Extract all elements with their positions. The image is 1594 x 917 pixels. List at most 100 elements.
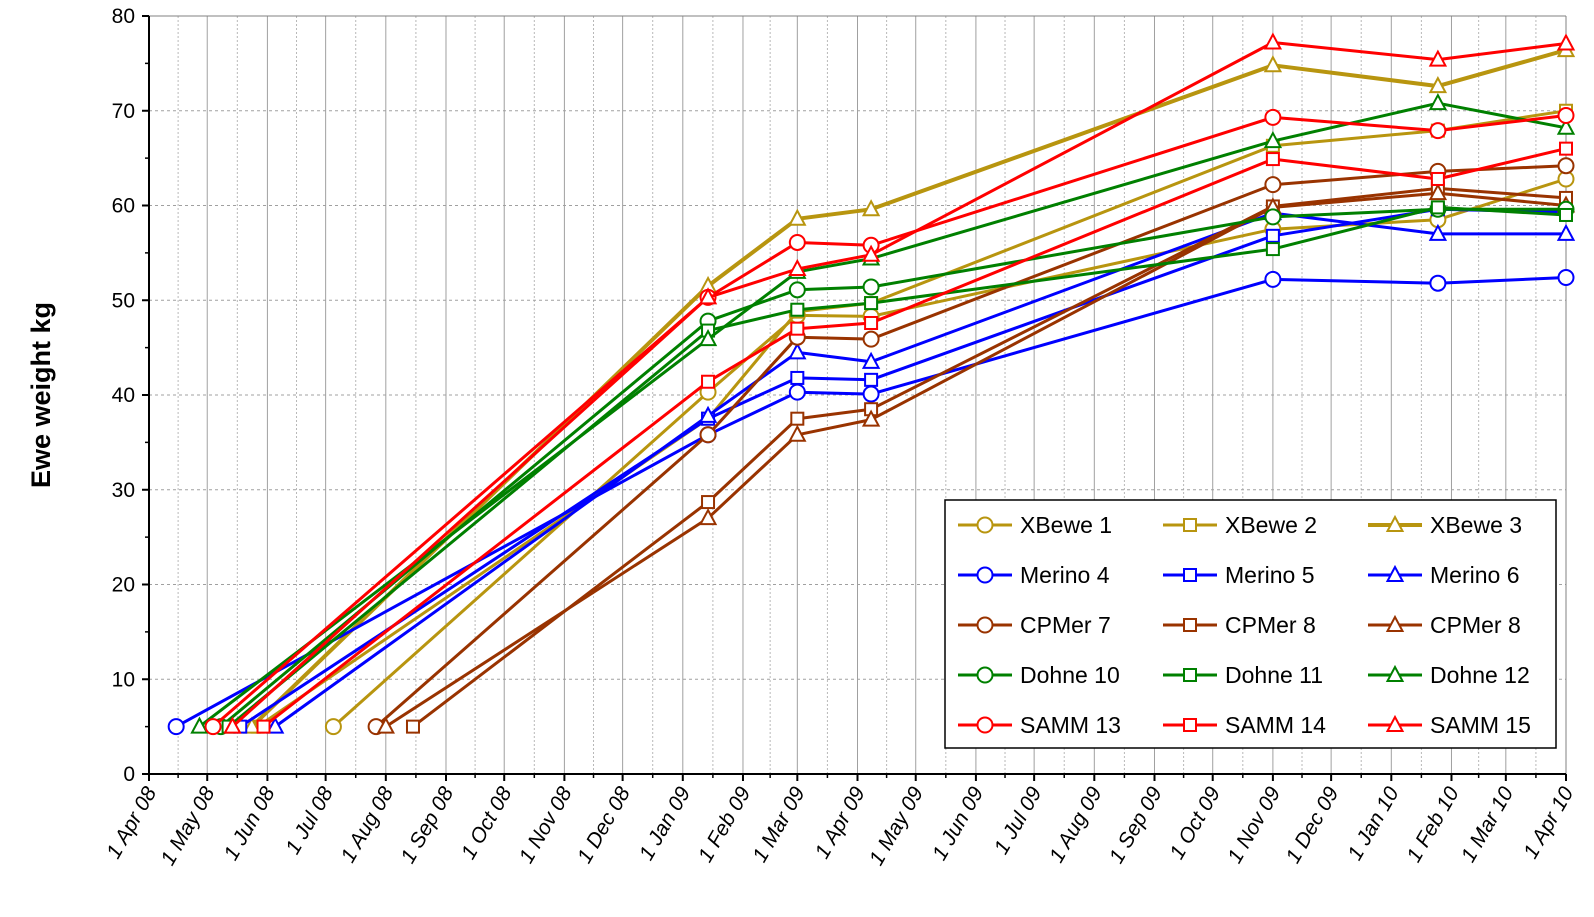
series-14 xyxy=(256,141,1573,734)
data-point xyxy=(862,385,880,403)
legend-item: CPMer 8 xyxy=(1163,612,1316,638)
series-3 xyxy=(242,39,1576,734)
legend-label: Dohne 11 xyxy=(1225,662,1323,688)
legend-item: Merino 4 xyxy=(958,562,1110,588)
data-point xyxy=(167,718,185,736)
data-point xyxy=(1559,207,1573,222)
data-point xyxy=(1265,242,1280,257)
legend-marker xyxy=(976,566,994,584)
legend-marker xyxy=(976,516,994,534)
legend-item: SAMM 15 xyxy=(1368,712,1531,738)
legend-label: XBewe 2 xyxy=(1225,512,1317,538)
y-tick-label: 60 xyxy=(112,195,135,218)
data-point xyxy=(861,351,881,369)
x-tick-label: 1 Aug 08 xyxy=(337,783,399,867)
legend-label: SAMM 13 xyxy=(1020,712,1121,738)
legend-marker xyxy=(1385,714,1405,732)
y-tick-label: 20 xyxy=(112,574,135,597)
data-point xyxy=(861,199,881,217)
y-axis-title: Ewe weight kg xyxy=(26,302,56,488)
x-tick-label: 1 Jun 08 xyxy=(220,783,280,865)
x-tick-label: 1 Oct 09 xyxy=(1165,783,1225,864)
data-point xyxy=(1430,200,1445,215)
legend-marker xyxy=(1385,514,1405,532)
data-point xyxy=(1264,270,1282,288)
data-point xyxy=(1264,208,1282,226)
data-point xyxy=(788,258,807,276)
x-tick-label: 1 Jan 10 xyxy=(1343,783,1403,865)
data-point xyxy=(864,296,879,311)
data-point xyxy=(256,719,271,734)
x-tick-label: 1 Apr 09 xyxy=(811,783,870,863)
legend-label: Merino 6 xyxy=(1430,562,1519,588)
legend-marker xyxy=(1385,564,1405,582)
y-tick-label: 50 xyxy=(112,289,135,312)
legend-item: Dohne 10 xyxy=(958,662,1120,688)
y-tick-label: 80 xyxy=(112,5,135,28)
x-tick-label: 1 May 08 xyxy=(156,783,219,870)
legend-label: XBewe 1 xyxy=(1020,512,1112,538)
legend-label: SAMM 14 xyxy=(1225,712,1326,738)
data-point xyxy=(790,321,805,336)
x-tick-label: 1 Nov 08 xyxy=(515,783,577,868)
data-point xyxy=(698,405,718,423)
data-point xyxy=(1263,32,1283,50)
legend-label: CPMer 8 xyxy=(1225,612,1316,638)
data-point xyxy=(376,716,395,734)
legend-label: CPMer 8 xyxy=(1430,612,1521,638)
y-tick-label: 30 xyxy=(112,479,135,502)
data-point xyxy=(698,508,718,526)
data-point xyxy=(1265,228,1280,243)
x-tick-label: 1 Dec 09 xyxy=(1282,783,1344,868)
legend-item: CPMer 7 xyxy=(958,612,1111,638)
series-15 xyxy=(223,32,1576,734)
x-tick-label: 1 Oct 08 xyxy=(457,783,517,864)
data-point xyxy=(1428,75,1448,94)
data-point xyxy=(1263,130,1283,149)
x-tick-label: 1 Jan 09 xyxy=(635,783,695,865)
data-point xyxy=(861,244,881,262)
data-point xyxy=(788,281,806,299)
legend-label: Dohne 12 xyxy=(1430,662,1530,688)
legend-item: SAMM 14 xyxy=(1163,712,1326,738)
legend-marker xyxy=(1183,718,1197,732)
data-point xyxy=(701,374,716,389)
legend-item: Dohne 12 xyxy=(1368,662,1530,688)
data-point xyxy=(1263,55,1283,73)
legend-item: XBewe 3 xyxy=(1368,512,1522,538)
legend-item: CPMer 8 xyxy=(1368,612,1521,638)
data-point xyxy=(788,342,807,360)
data-point xyxy=(266,716,285,734)
data-point xyxy=(1265,152,1280,167)
data-point xyxy=(1428,93,1448,111)
data-point xyxy=(790,370,805,385)
legend-item: XBewe 2 xyxy=(1163,512,1317,538)
data-point xyxy=(862,330,880,348)
data-point xyxy=(1429,274,1447,292)
data-point xyxy=(788,424,807,442)
x-tick-label: 1 May 09 xyxy=(865,783,928,870)
legend-marker xyxy=(1183,668,1197,682)
data-point xyxy=(1428,49,1448,67)
data-point xyxy=(1264,108,1282,126)
x-tick-label: 1 Jul 08 xyxy=(281,783,338,858)
legend-marker xyxy=(1385,614,1405,632)
data-point xyxy=(1428,183,1448,201)
series-9 xyxy=(376,183,1576,734)
legend-marker xyxy=(1183,518,1197,532)
data-point xyxy=(698,328,718,347)
data-point xyxy=(790,411,805,426)
data-point xyxy=(223,716,242,734)
legend-marker xyxy=(976,616,994,634)
data-point xyxy=(864,372,879,387)
data-point xyxy=(1557,106,1575,124)
x-tick-label: 1 Apr 10 xyxy=(1519,783,1578,863)
data-point xyxy=(788,383,806,401)
legend-label: Dohne 10 xyxy=(1020,662,1120,688)
legend-item: XBewe 1 xyxy=(958,512,1112,538)
legend-marker xyxy=(1183,568,1197,582)
data-point xyxy=(1557,157,1575,175)
data-point xyxy=(1264,176,1282,194)
data-point xyxy=(1556,33,1576,51)
legend-label: Merino 4 xyxy=(1020,562,1110,588)
